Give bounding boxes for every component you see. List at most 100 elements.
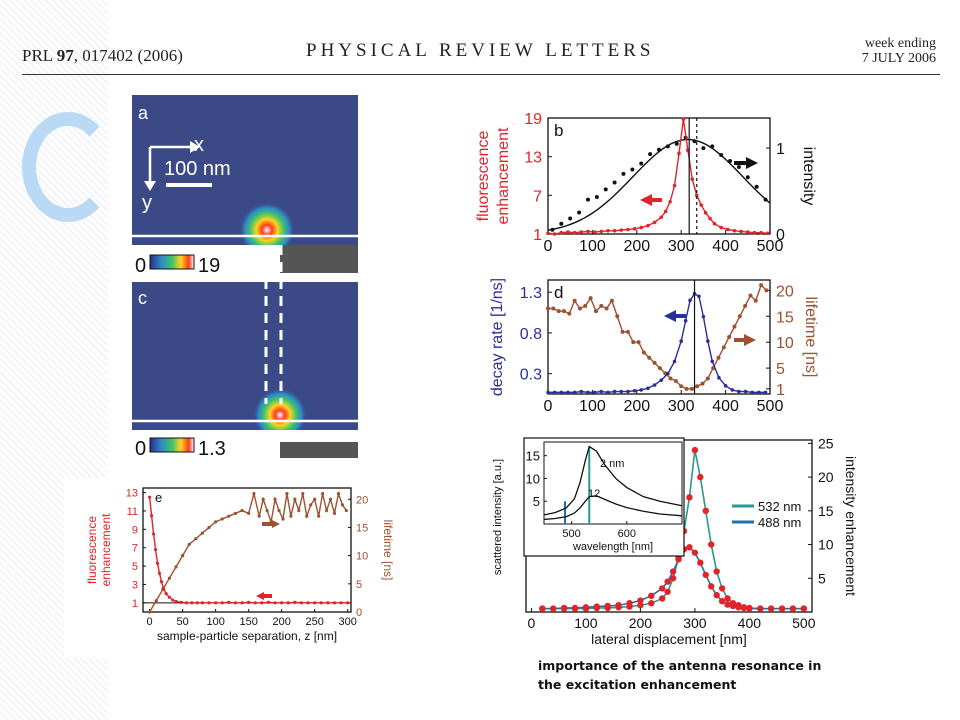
enhancement-point bbox=[552, 232, 557, 236]
x-tick-label: 150 bbox=[239, 616, 257, 628]
enhancement-e-point bbox=[326, 601, 330, 605]
panel-b-frame bbox=[547, 117, 771, 235]
x-tick-label: 100 bbox=[574, 615, 598, 631]
intensity-point bbox=[594, 195, 599, 200]
series-0-point bbox=[691, 446, 699, 454]
lifetime-e-point bbox=[285, 492, 289, 496]
series-1-point bbox=[571, 604, 579, 612]
lifetime-e-point bbox=[301, 492, 305, 496]
lifetime-point bbox=[657, 366, 662, 371]
lifetime-e-point bbox=[148, 610, 152, 614]
dark-corner bbox=[280, 245, 358, 273]
inset-series-label: 12 bbox=[588, 488, 600, 500]
lifetime-e-point bbox=[273, 497, 277, 501]
panel-a-image: 0 19 a x y 100 nm bbox=[132, 95, 358, 273]
intensity-point bbox=[612, 180, 617, 185]
enhancement-point bbox=[712, 221, 717, 226]
enhancement-e-point bbox=[293, 600, 297, 604]
lifetime-point bbox=[561, 309, 566, 314]
enhancement-point bbox=[572, 230, 577, 235]
y2-tick-label: 5 bbox=[356, 579, 362, 591]
series-1-point bbox=[740, 604, 748, 612]
enhancement-point bbox=[765, 231, 770, 236]
lifetime-e-point bbox=[336, 492, 341, 496]
intensity-fit bbox=[547, 138, 771, 231]
series-1-point bbox=[718, 598, 726, 605]
decay-rate-point bbox=[666, 371, 670, 376]
y-tick-label: 15 bbox=[818, 503, 834, 519]
intensity-point bbox=[621, 171, 626, 176]
enhancement-point bbox=[699, 203, 703, 207]
y2-tick-label: 15 bbox=[776, 309, 794, 326]
enhancement-point bbox=[672, 183, 677, 188]
intensity-point bbox=[603, 187, 608, 192]
scalebar-label: 100 nm bbox=[164, 158, 231, 180]
enhancement-point bbox=[694, 193, 699, 198]
lifetime-e-point bbox=[293, 497, 297, 501]
y-axis-label: intensity enhancement bbox=[843, 456, 859, 596]
series-0-point bbox=[669, 575, 677, 582]
lifetime-e-point bbox=[313, 497, 317, 501]
enhancement-point bbox=[746, 230, 750, 234]
intensity-point bbox=[559, 221, 564, 226]
panel-letter-e: e bbox=[155, 490, 162, 505]
intensity-point bbox=[701, 146, 706, 151]
enhancement-e-point bbox=[148, 495, 152, 499]
enhancement-e-point bbox=[332, 601, 337, 605]
y2-tick-label: 1 bbox=[776, 382, 785, 399]
y-tick-label: 5 bbox=[132, 561, 138, 573]
enhancement-e-point bbox=[240, 601, 244, 605]
lifetime-e-point bbox=[207, 525, 211, 530]
intensity-point bbox=[577, 210, 582, 215]
decay-rate-point bbox=[697, 294, 701, 299]
lifetime-e-point bbox=[167, 576, 172, 580]
enhancement-e-point bbox=[306, 601, 310, 605]
series-0-point bbox=[708, 541, 715, 548]
decay-rate-point bbox=[566, 390, 570, 395]
left-axis-arrow bbox=[640, 194, 662, 206]
lifetime-e-point bbox=[340, 503, 345, 507]
y-tick-label: 0.8 bbox=[520, 326, 542, 343]
series-1-point bbox=[648, 592, 655, 600]
series-0-point bbox=[658, 595, 666, 602]
enhancement-e-point bbox=[190, 601, 194, 605]
x-arrow-head bbox=[190, 141, 200, 153]
inset-x-tick-label: 600 bbox=[618, 528, 636, 540]
lifetime-e-point bbox=[181, 554, 185, 558]
enhancement-e-point bbox=[286, 601, 290, 605]
lifetime-point bbox=[748, 293, 753, 298]
lifetime-e-point bbox=[281, 517, 285, 521]
intensity-point bbox=[585, 197, 590, 202]
right-axis-arrow bbox=[734, 334, 756, 346]
y-tick-label: 25 bbox=[818, 435, 834, 451]
inset-y-tick-label: 15 bbox=[526, 449, 540, 464]
lifetime-e-point bbox=[233, 511, 238, 515]
lifetime-point bbox=[551, 306, 556, 311]
y-tick-label: 13 bbox=[126, 488, 138, 500]
enhancement-point bbox=[708, 216, 712, 221]
series-1-point bbox=[686, 544, 693, 551]
citation-journal: PRL bbox=[22, 46, 53, 65]
colorbar-max: 1.3 bbox=[198, 438, 226, 458]
series-1-point bbox=[746, 605, 753, 612]
inset-series-0 bbox=[543, 445, 683, 516]
x-tick-label: 0 bbox=[544, 398, 553, 415]
lifetime-point bbox=[759, 283, 764, 288]
decay-rate-point bbox=[626, 389, 630, 394]
legend-label: 488 nm bbox=[758, 515, 801, 530]
intensity-point bbox=[568, 216, 573, 221]
intensity-point bbox=[665, 144, 670, 149]
y-tick-label: 1 bbox=[132, 598, 138, 610]
x-tick-label: 50 bbox=[176, 616, 188, 628]
decay-rate-point bbox=[552, 390, 557, 395]
y-axis-label: decay rate [1/ns] bbox=[489, 278, 506, 396]
decay-rate-point bbox=[652, 383, 657, 387]
enhancement-line bbox=[547, 119, 768, 235]
lifetime-point bbox=[636, 340, 641, 345]
x-tick-label: 500 bbox=[757, 238, 784, 255]
decay-rate-point bbox=[757, 390, 761, 395]
enhancement-e-point bbox=[273, 601, 277, 605]
issue-date: week ending 7 JULY 2006 bbox=[862, 36, 936, 66]
series-1-point bbox=[735, 604, 742, 611]
y2-tick-label: 10 bbox=[776, 335, 794, 352]
